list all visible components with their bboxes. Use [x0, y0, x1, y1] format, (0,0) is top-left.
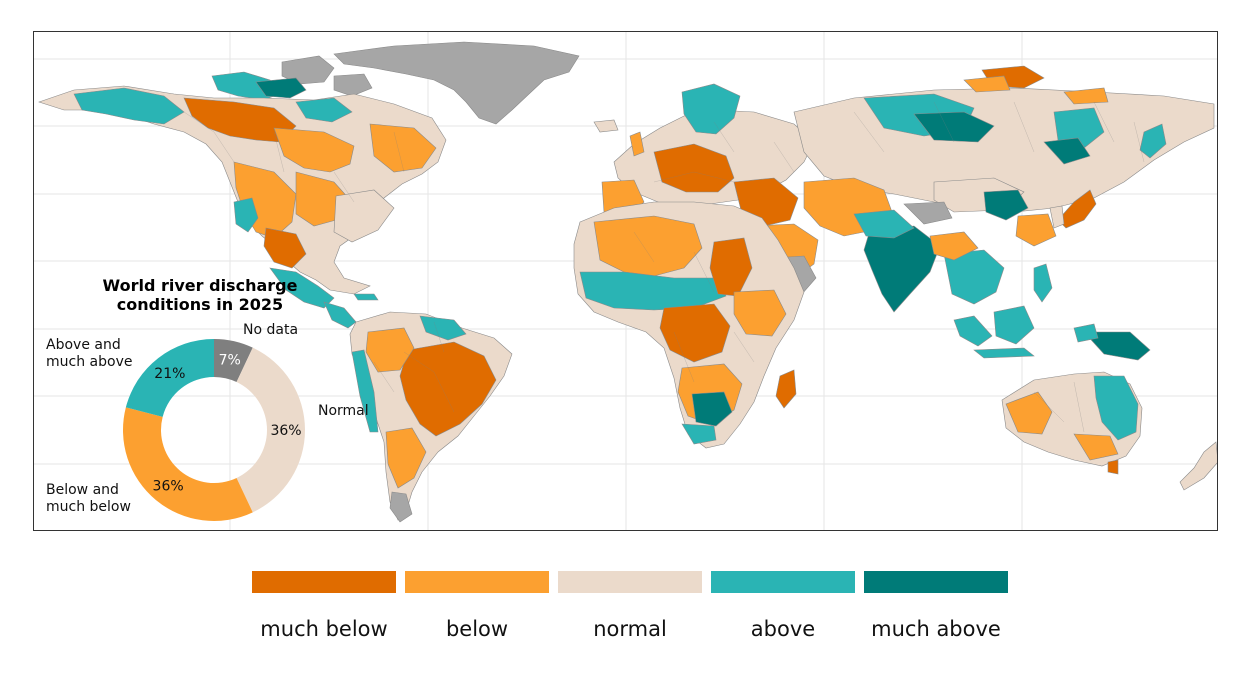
region-china-north — [983, 189, 1029, 221]
region-scandinavia — [681, 83, 741, 135]
donut-label-below-line1: Below and — [46, 482, 119, 498]
region-australia-east — [1093, 375, 1139, 441]
donut-slice-no-data — [214, 339, 253, 383]
region-pacific-coast — [351, 349, 379, 433]
region-amazon-west — [365, 327, 415, 373]
legend-swatch-much-below — [252, 571, 396, 593]
region-korea — [1049, 205, 1065, 229]
region-alaska — [73, 87, 185, 125]
region-india — [863, 225, 941, 313]
legend-swatch-above — [711, 571, 855, 593]
legend-swatch-normal — [558, 571, 702, 593]
region-cape — [681, 423, 717, 445]
donut-slice-below — [123, 407, 253, 521]
region-usa-texas — [263, 227, 307, 269]
region-philippines — [1033, 263, 1053, 303]
region-new-zealand — [1179, 441, 1217, 491]
legend: much below below normal above much above — [252, 571, 1008, 651]
region-sahel — [579, 271, 727, 311]
region-far-east-dark — [1043, 137, 1091, 165]
region-arctic-dark — [255, 77, 307, 99]
region-usa-east — [333, 189, 395, 243]
land-regions — [38, 41, 1217, 523]
region-siberia-dark — [913, 111, 995, 143]
region-far-east — [1053, 107, 1105, 149]
legend-label-much-above: much above — [871, 617, 1001, 641]
region-iceland — [593, 119, 619, 133]
region-new-guinea-light — [1073, 323, 1099, 343]
region-caribbean — [353, 293, 379, 301]
region-new-guinea — [1083, 331, 1151, 361]
region-arctic-islands — [281, 55, 373, 97]
basin-boundaries — [183, 101, 1145, 433]
region-sahara — [593, 215, 703, 277]
region-china-west — [903, 201, 953, 225]
legend-label-normal: normal — [593, 617, 667, 641]
region-uk — [629, 131, 645, 157]
legend-label-above: above — [750, 617, 816, 641]
region-central-europe — [653, 143, 735, 193]
legend-item-normal: normal — [558, 571, 702, 641]
legend-item-above: above — [711, 571, 855, 641]
region-patagonia — [389, 491, 413, 523]
region-java — [973, 347, 1035, 359]
region-usa-southwest — [233, 197, 259, 233]
region-congo — [659, 303, 731, 363]
region-quebec — [369, 123, 437, 173]
donut-pct-no-data: 7% — [219, 353, 241, 369]
region-tasmania — [1107, 459, 1119, 475]
region-canada-mid — [273, 127, 355, 173]
region-southern-cone — [385, 427, 427, 489]
donut-title: World river discharge conditions in 2025 — [102, 276, 298, 314]
donut-label-normal: Normal — [318, 403, 369, 419]
region-australia-south — [1073, 433, 1119, 461]
legend-swatch-much-above — [864, 571, 1008, 593]
legend-swatch-below — [405, 571, 549, 593]
region-indochina — [929, 231, 979, 261]
legend-item-below: below — [405, 571, 549, 641]
legend-item-much-below: much below — [252, 571, 396, 641]
donut-chart: 7% 36% 36% 21% — [123, 339, 305, 521]
donut-slice-above — [125, 339, 214, 417]
region-madagascar — [775, 369, 797, 409]
region-canada-west — [183, 97, 297, 143]
region-borneo — [993, 305, 1035, 345]
region-central-america — [323, 301, 357, 329]
region-sumatra — [953, 315, 993, 347]
donut-label-above-line1: Above and — [46, 337, 121, 353]
legend-item-much-above: much above — [864, 571, 1008, 641]
donut-label-below-line2: much below — [46, 499, 131, 515]
region-southeast-asia — [943, 249, 1005, 305]
donut-pct-normal: 36% — [270, 423, 301, 439]
region-guiana — [419, 315, 467, 341]
world-map-canvas — [34, 32, 1217, 530]
region-kamchatka — [1139, 123, 1167, 159]
region-china-east — [1015, 213, 1057, 247]
world-map — [33, 31, 1218, 531]
donut-pct-above: 21% — [154, 366, 185, 382]
region-south-africa-teal — [691, 391, 733, 427]
region-greenland — [333, 41, 580, 125]
region-australia-west — [1005, 391, 1053, 435]
donut-label-above-line2: much above — [46, 354, 133, 370]
region-mexico — [269, 267, 335, 309]
legend-label-much-below: much below — [260, 617, 388, 641]
donut-label-no-data: No data — [243, 322, 299, 338]
region-east-africa — [733, 289, 787, 337]
donut-label-below: Below and much below — [46, 482, 131, 516]
donut-pct-below: 36% — [153, 478, 184, 494]
region-himalaya — [853, 209, 915, 239]
region-russia-orange — [963, 75, 1109, 105]
legend-label-below: below — [445, 617, 509, 641]
region-hudson-teal — [295, 97, 353, 123]
donut-label-above: Above and much above — [46, 337, 132, 371]
